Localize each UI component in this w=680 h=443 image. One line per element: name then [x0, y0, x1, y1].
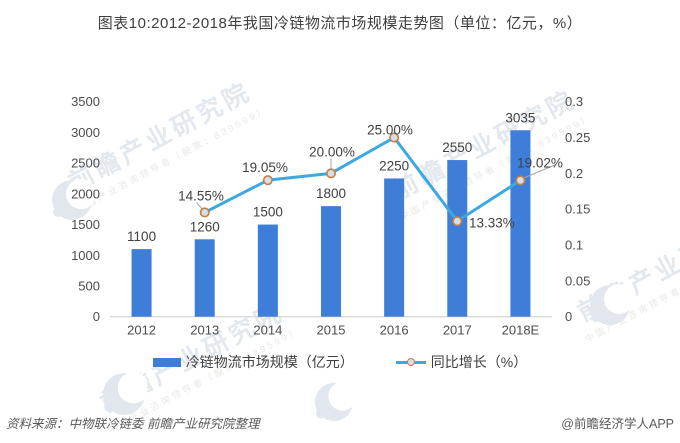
bar-value-label: 1500: [253, 205, 283, 220]
growth-value-label: 19.05%: [242, 160, 288, 175]
legend-bar-label: 冷链物流市场规模（亿元）: [185, 354, 354, 370]
right-axis-tick: 0.05: [565, 273, 590, 288]
line-marker-2017: [452, 216, 463, 227]
bar-2013: [194, 239, 215, 317]
legend-item-growth: 同比增长（%）: [395, 352, 528, 372]
growth-value-label: 13.33%: [469, 216, 515, 231]
legend-line-label: 同比增长（%）: [430, 354, 528, 370]
left-axis-tick: 3500: [71, 94, 100, 109]
bar-2012: [131, 249, 152, 317]
qianzhan-logo-icon: [103, 372, 147, 415]
x-axis-label: 2017: [443, 323, 472, 338]
bar-value-label: 3035: [505, 110, 535, 125]
left-axis-tick: 2000: [71, 186, 100, 201]
bar-value-label: 1260: [190, 219, 220, 234]
left-axis-tick: 1000: [71, 248, 100, 263]
credit-note: @前瞻经济学人APP: [561, 417, 674, 431]
x-axis-label: 2014: [253, 323, 282, 338]
legend-line-swatch-icon: [395, 357, 426, 367]
bar-2016: [384, 178, 405, 317]
source-note: 资料来源：中物联冷链委 前瞻产业研究院整理: [6, 417, 260, 431]
right-axis-tick: 0: [565, 309, 572, 324]
bar-value-label: 2250: [379, 158, 409, 173]
x-axis-label: 2018E: [502, 323, 540, 338]
left-axis-tick: 500: [78, 278, 100, 293]
chart-legend: 冷链物流市场规模（亿元） 同比增长（%）: [0, 352, 680, 372]
legend-item-market-size: 冷链物流市场规模（亿元）: [152, 352, 354, 372]
line-marker-2013: [199, 207, 210, 218]
right-axis-tick: 0.3: [565, 94, 583, 109]
x-axis-label: 2012: [127, 323, 156, 338]
chart-title: 图表10:2012-2018年我国冷链物流市场规模走势图（单位：亿元，%）: [97, 15, 583, 32]
bar-value-label: 1100: [127, 229, 156, 244]
chart-footer: 资料来源：中物联冷链委 前瞻产业研究院整理 @前瞻经济学人APP: [0, 413, 680, 432]
line-marker-2018E: [515, 175, 526, 186]
left-axis-tick: 0: [93, 309, 100, 324]
line-marker-2016: [389, 132, 400, 143]
growth-value-label: 19.02%: [517, 156, 563, 171]
right-axis-tick: 0.2: [565, 166, 583, 181]
line-marker-2015: [325, 168, 336, 179]
bar-2017: [447, 160, 468, 317]
left-axis-tick: 2500: [71, 156, 100, 171]
combo-chart: 3500 3000 2500 2000 1500 1000 500 0 0.3 0.25 0.2 0.…: [71, 94, 590, 338]
right-axis-tick: 0.25: [565, 130, 590, 145]
left-axis-tick: 3000: [71, 125, 100, 140]
label-leader-line: [522, 164, 557, 179]
x-axis-label: 2015: [317, 323, 346, 338]
left-axis-tick: 1500: [71, 217, 100, 232]
growth-value-label: 25.00%: [367, 123, 413, 138]
growth-line: [204, 136, 522, 223]
right-axis-tick: 0.1: [565, 238, 583, 253]
bar-2015: [321, 206, 341, 317]
line-marker-2014: [262, 175, 273, 186]
x-axis-label: 2016: [380, 323, 409, 338]
growth-value-label: 20.00%: [309, 145, 355, 160]
x-axis-label: 2013: [190, 323, 219, 338]
growth-value-label: 14.55%: [178, 189, 224, 204]
bar-value-label: 1800: [316, 186, 346, 201]
bar-value-label: 2550: [442, 140, 472, 155]
bar-2014: [257, 224, 278, 317]
right-axis-tick: 0.15: [565, 202, 590, 217]
legend-bar-swatch-icon: [152, 357, 181, 367]
